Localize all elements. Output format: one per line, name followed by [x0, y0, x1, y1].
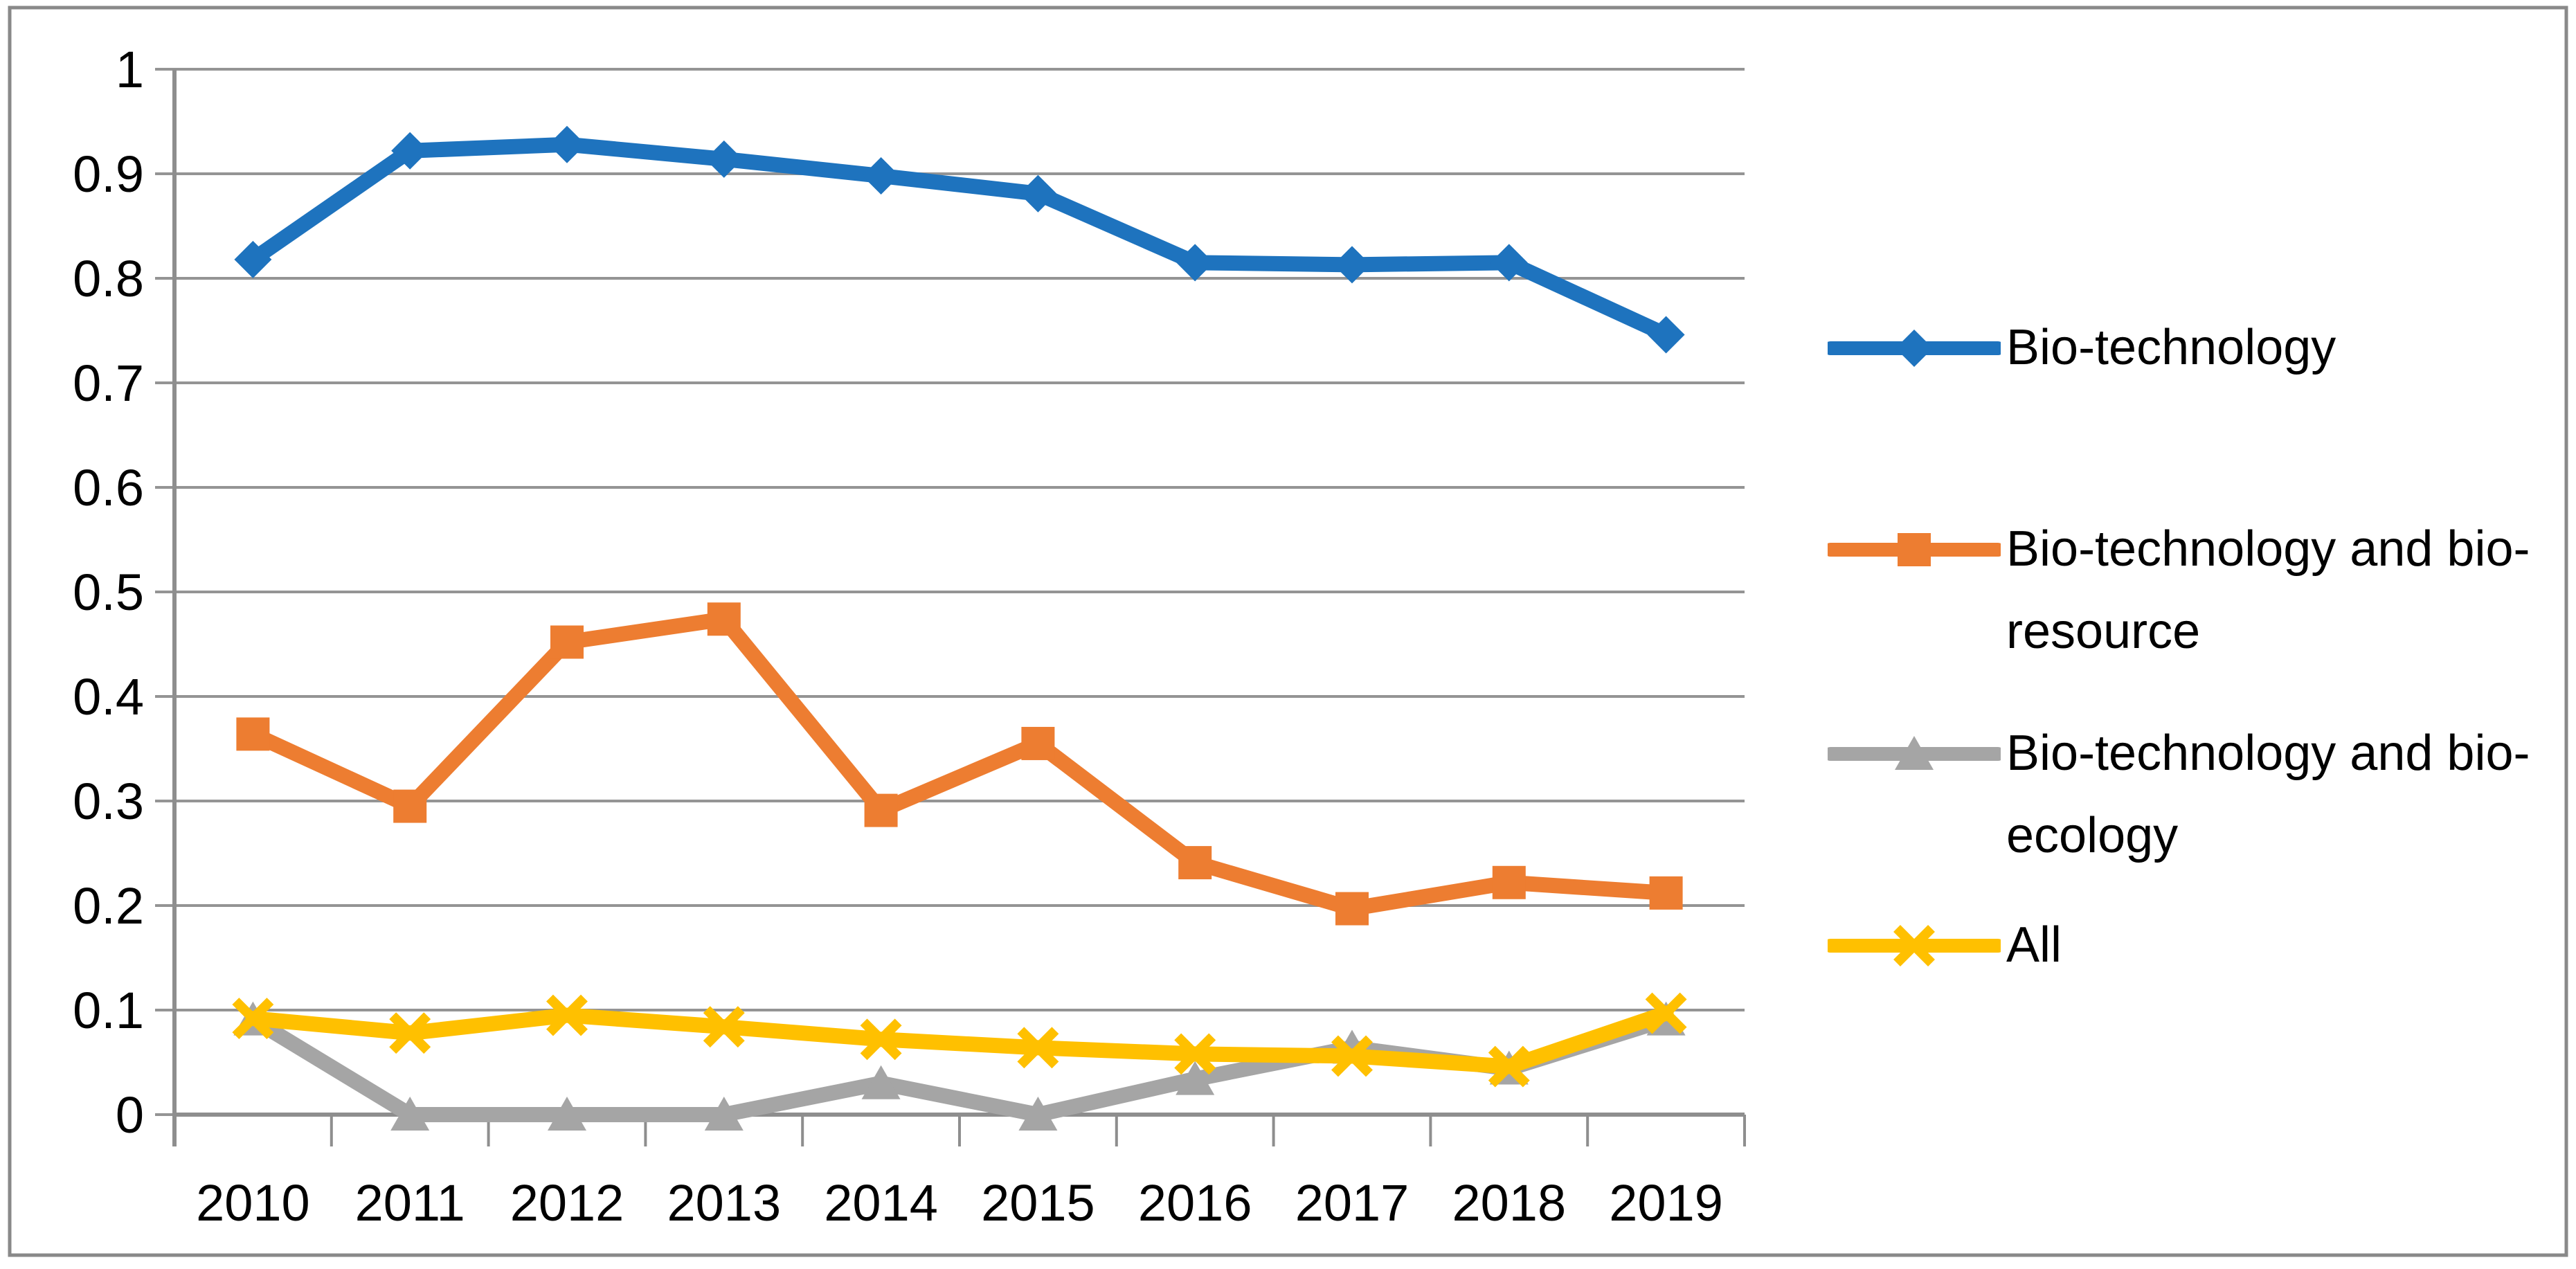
x-tick-label-2014: 2014 — [824, 1174, 938, 1232]
series-line-all — [245, 1005, 1674, 1074]
y-tick-label-0.7: 0.7 — [73, 354, 144, 412]
x-tick-label-2016: 2016 — [1138, 1174, 1252, 1232]
marker-bio-technology-and-bio-resource-2017 — [1335, 892, 1369, 926]
y-tick-label-0: 0 — [116, 1086, 144, 1144]
marker-bio-technology-and-bio-resource-2013 — [707, 602, 741, 636]
marker-bio-technology-and-bio-ecology-2014 — [861, 1065, 901, 1099]
legend-triangle-icon — [1828, 736, 2001, 770]
legend-item-bio-technology-and-bio-resource: Bio-technology and bio-resource — [1828, 508, 2576, 673]
x-tick-label-2013: 2013 — [667, 1174, 781, 1232]
x-tick-label-2010: 2010 — [196, 1174, 310, 1232]
y-tick-label-0.2: 0.2 — [73, 877, 144, 935]
marker-bio-technology-2018 — [1490, 244, 1528, 282]
marker-bio-technology-2013 — [705, 140, 743, 178]
y-tick-label-0.4: 0.4 — [73, 668, 144, 726]
marker-bio-technology-and-bio-ecology-2016 — [1176, 1061, 1215, 1095]
legend-label-bio-technology: Bio-technology — [2006, 320, 2336, 375]
marker-bio-technology-and-bio-resource-2018 — [1492, 865, 1526, 899]
legend-marker-shape-bio-technology — [1895, 330, 1933, 367]
legend-marker-shape-all — [1893, 925, 1935, 966]
x-axis-labels: 2010 2011 2012 2013 2014 2015 2016 2017 2018 2019 — [196, 1174, 1723, 1232]
chart-frame — [8, 6, 2568, 1257]
y-tick-label-0.5: 0.5 — [73, 564, 144, 621]
x-tick-label-2018: 2018 — [1452, 1174, 1566, 1232]
legend-item-bio-technology-and-bio-ecology: Bio-technology and bio-ecology — [1828, 712, 2576, 877]
marker-bio-technology-2017 — [1333, 246, 1371, 284]
marker-bio-technology-and-bio-resource-2010 — [236, 717, 270, 751]
marker-bio-technology-2014 — [862, 157, 900, 195]
marker-bio-technology-2012 — [548, 125, 586, 163]
series-line-bio-technology-and-bio-resource — [245, 611, 1674, 917]
y-axis-labels: 0 0.1 0.2 0.3 0.4 0.5 0.6 0.7 0.8 0.9 1 — [73, 41, 144, 1144]
legend-marker-shape-bio-technology-and-bio-resource — [1898, 533, 1931, 566]
legend-item-bio-technology: Bio-technology — [1828, 307, 2576, 390]
y-tick-label-1: 1 — [116, 41, 144, 98]
legend-diamond-icon — [1828, 330, 2001, 367]
marker-bio-technology-and-bio-resource-2019 — [1649, 876, 1683, 910]
marker-bio-technology-and-bio-ecology-2013 — [704, 1097, 744, 1131]
x-tick-label-2019: 2019 — [1609, 1174, 1723, 1232]
x-tick-label-2015: 2015 — [981, 1174, 1095, 1232]
y-tick-label-0.3: 0.3 — [73, 773, 144, 830]
marker-bio-technology-and-bio-ecology-2012 — [548, 1097, 586, 1131]
marker-bio-technology-2019 — [1647, 316, 1685, 354]
marker-bio-technology-and-bio-resource-2016 — [1178, 846, 1212, 880]
series-line-bio-technology — [245, 136, 1674, 343]
series-bio-technology — [234, 125, 1685, 354]
series-all — [232, 992, 1687, 1088]
data-series — [232, 125, 1687, 1131]
marker-bio-technology-and-bio-resource-2012 — [550, 625, 584, 659]
marker-bio-technology-and-bio-ecology-2011 — [390, 1097, 430, 1131]
chart-legend: Bio-technology Bio-technology and bio-res… — [1828, 0, 2568, 1269]
marker-all-2015 — [1017, 1027, 1059, 1069]
y-tick-label-0.9: 0.9 — [73, 145, 144, 203]
marker-all-2011 — [389, 1012, 431, 1054]
marker-all-2012 — [546, 994, 588, 1036]
marker-bio-technology-and-bio-resource-2014 — [864, 793, 898, 827]
series-bio-technology-and-bio-resource — [236, 602, 1683, 926]
legend-square-icon — [1828, 533, 2001, 566]
marker-bio-technology-and-bio-resource-2015 — [1021, 726, 1055, 760]
marker-all-2014 — [860, 1018, 902, 1061]
marker-bio-technology-2016 — [1176, 244, 1214, 282]
marker-bio-technology-2011 — [391, 132, 429, 170]
legend-marker-shape-bio-technology-and-bio-ecology — [1895, 736, 1934, 770]
y-tick-label-0.1: 0.1 — [73, 982, 144, 1039]
marker-all-2019 — [1645, 992, 1687, 1034]
marker-bio-technology-2010 — [234, 240, 272, 278]
marker-all-2010 — [232, 998, 274, 1040]
x-tick-label-2012: 2012 — [510, 1174, 624, 1232]
legend-label-bio-technology-and-bio-resource: Bio-technology and bio-resource — [2006, 521, 2530, 659]
marker-all-2013 — [703, 1006, 745, 1048]
marker-bio-technology-2015 — [1019, 174, 1057, 213]
marker-all-2018 — [1488, 1045, 1530, 1088]
y-tick-label-0.8: 0.8 — [73, 250, 144, 307]
marker-all-2016 — [1174, 1033, 1216, 1075]
marker-bio-technology-and-bio-ecology-2015 — [1018, 1097, 1058, 1131]
legend-label-all: All — [2006, 917, 2062, 973]
x-tick-label-2017: 2017 — [1295, 1174, 1409, 1232]
marker-bio-technology-and-bio-resource-2011 — [393, 789, 427, 823]
x-tick-label-2011: 2011 — [355, 1174, 465, 1232]
chart-border — [8, 6, 2568, 1257]
legend-item-all: All — [1828, 904, 2576, 987]
marker-all-2017 — [1331, 1035, 1373, 1077]
legend-x-icon — [1828, 925, 2001, 966]
y-tick-label-0.6: 0.6 — [73, 459, 144, 516]
legend-label-bio-technology-and-bio-ecology: Bio-technology and bio-ecology — [2006, 726, 2530, 863]
